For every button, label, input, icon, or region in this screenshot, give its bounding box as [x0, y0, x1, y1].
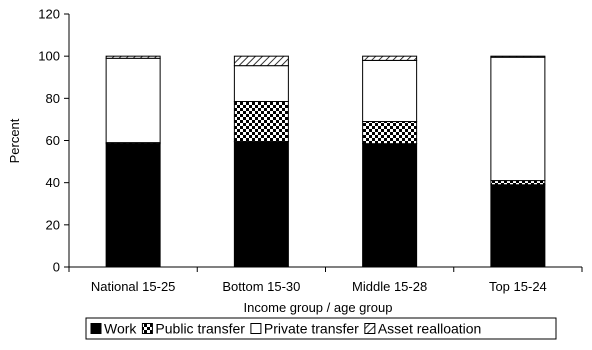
bar-segment-asset-realloation-2 — [362, 55, 418, 61]
bar-segment-asset-realloation-0 — [105, 55, 161, 59]
legend-box — [85, 317, 557, 340]
y-tick-label: 120 — [38, 7, 60, 22]
legend-swatch-private-transfer — [250, 323, 262, 334]
y-tick-label: 20 — [46, 217, 60, 232]
bar-segment-asset-realloation-1 — [233, 55, 289, 67]
bar-segment-work-3 — [490, 184, 546, 268]
x-axis-title: Income group / age group — [244, 300, 393, 315]
legend-swatch-asset-realloation — [364, 323, 376, 334]
bar-segment-public-transfer-3 — [490, 180, 546, 186]
legend-label-work: Work — [104, 321, 137, 337]
legend-label-asset-realloation: Asset realloation — [378, 321, 482, 337]
x-tick-label: Bottom 15-30 — [222, 279, 300, 294]
bar-segment-work-1 — [233, 141, 289, 268]
y-tick-label: 40 — [46, 175, 60, 190]
bar-segment-private-transfer-2 — [362, 59, 418, 123]
y-tick-label: 0 — [53, 260, 60, 275]
legend: Work Public transfer Private transfer Asset… — [85, 317, 557, 340]
axes-layer: 0 20 40 60 80 100 120 — [38, 7, 583, 275]
legend-label-public-transfer: Public transfer — [155, 321, 245, 337]
legend-label-private-transfer: Private transfer — [264, 321, 359, 337]
y-tick-label: 100 — [38, 49, 60, 64]
x-tick-label: National 15-25 — [91, 279, 176, 294]
bar-segment-work-0 — [105, 143, 161, 268]
y-tick-label: 60 — [46, 133, 60, 148]
legend-swatch-work — [90, 323, 102, 334]
x-tick-label: Middle 15-28 — [352, 279, 427, 294]
bars-layer: National 15-25 Bottom 15-30 Middle 15-28 To… — [91, 55, 547, 294]
bar-segment-public-transfer-1 — [233, 100, 289, 143]
y-axis-title: Percent — [7, 118, 22, 163]
bar-segment-asset-realloation-3 — [490, 55, 546, 58]
bar-segment-private-transfer-1 — [233, 65, 289, 102]
bar-segment-public-transfer-2 — [362, 121, 418, 145]
x-tick-label: Top 15-24 — [489, 279, 547, 294]
bar-segment-private-transfer-0 — [105, 57, 161, 144]
y-tick-label: 80 — [46, 91, 60, 106]
bar-segment-private-transfer-3 — [490, 56, 546, 182]
bar-segment-work-2 — [362, 143, 418, 268]
legend-swatch-public-transfer — [141, 323, 153, 334]
